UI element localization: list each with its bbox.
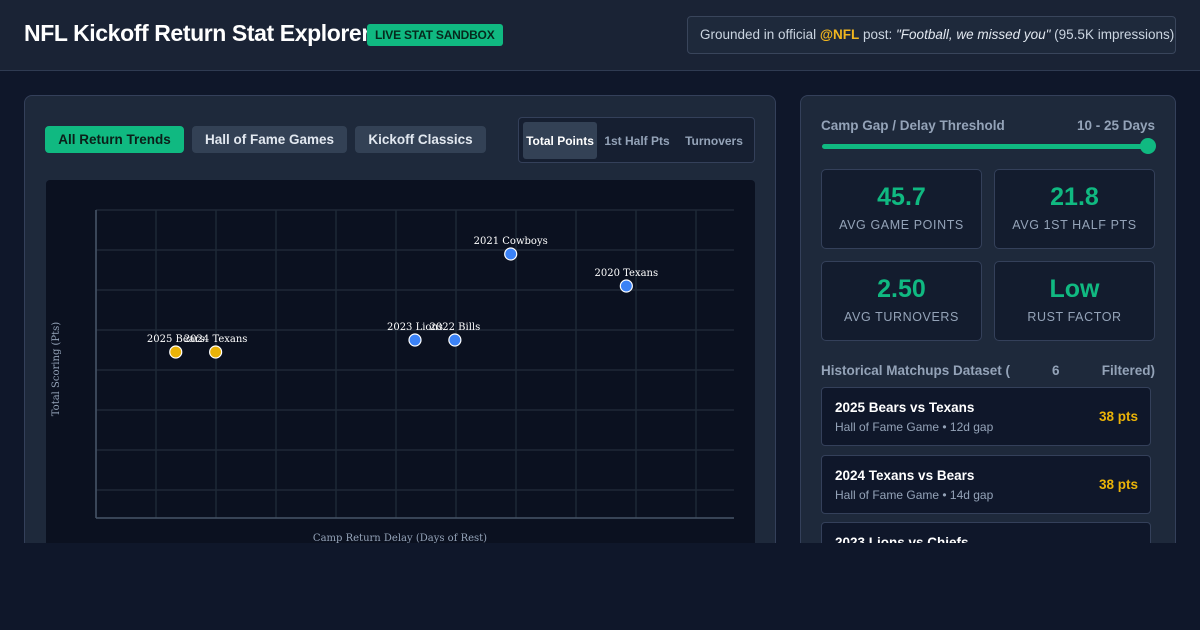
stats-panel: Camp Gap / Delay Threshold 10 - 25 Days … bbox=[800, 95, 1176, 555]
slider-label: Camp Gap / Delay Threshold bbox=[821, 118, 1005, 133]
filter-all-return-trends[interactable]: All Return Trends bbox=[45, 126, 184, 153]
nfl-handle-link[interactable]: @NFL bbox=[819, 27, 860, 42]
app-title: NFL Kickoff Return Stat Explorer bbox=[24, 20, 370, 46]
data-point-label: 2022 Bills bbox=[430, 322, 481, 333]
y-axis-label: Total Scoring (Pts) bbox=[51, 322, 62, 417]
source-impressions: (95.5K impressions) bbox=[1050, 27, 1175, 42]
scatter-chart: Camp Return Delay (Days of Rest) Total Sc… bbox=[46, 180, 755, 554]
dataset-heading: Historical Matchups Dataset ( 6 Filtered… bbox=[821, 363, 1155, 378]
filter-kickoff-classics[interactable]: Kickoff Classics bbox=[355, 126, 486, 153]
stat-label: AVG TURNOVERS bbox=[844, 310, 959, 324]
matchup-details: Hall of Fame Game • 12d gap bbox=[835, 420, 994, 434]
app-header: NFL Kickoff Return Stat Explorer LIVE ST… bbox=[0, 0, 1200, 71]
metric-total-points[interactable]: Total Points bbox=[523, 122, 597, 159]
data-point bbox=[504, 247, 518, 261]
stat-value: 21.8 bbox=[1050, 183, 1099, 211]
stat-card-rust-factor: Low RUST FACTOR bbox=[994, 261, 1155, 341]
slider-range-value: 10 - 25 Days bbox=[1076, 118, 1155, 133]
stat-label: RUST FACTOR bbox=[1027, 310, 1122, 324]
metric-toggle-group: Total Points 1st Half Pts Turnovers bbox=[518, 117, 755, 163]
matchup-row[interactable]: 2025 Bears vs Texans Hall of Fame Game •… bbox=[821, 387, 1151, 446]
page-bottom-band bbox=[0, 543, 1200, 630]
matchup-title: 2024 Texans vs Bears bbox=[835, 468, 975, 483]
data-point bbox=[209, 345, 223, 359]
metric-first-half-pts[interactable]: 1st Half Pts bbox=[604, 133, 670, 148]
stat-value: 2.50 bbox=[877, 275, 926, 303]
dataset-filtered-label: Filtered) bbox=[1101, 363, 1155, 378]
data-point bbox=[169, 345, 183, 359]
stat-value: 45.7 bbox=[877, 183, 926, 211]
stat-card-avg-turnovers: 2.50 AVG TURNOVERS bbox=[821, 261, 982, 341]
data-point-label: 2020 Texans bbox=[595, 268, 659, 279]
data-point-label: 2024 Texans bbox=[184, 334, 248, 345]
data-point bbox=[448, 333, 462, 347]
x-axis-label: Camp Return Delay (Days of Rest) bbox=[313, 533, 487, 544]
matchup-points: 38 pts bbox=[1098, 409, 1138, 424]
stat-value: Low bbox=[1049, 275, 1100, 303]
stat-card-avg-game-points: 45.7 AVG GAME POINTS bbox=[821, 169, 982, 249]
chart-panel: All Return Trends Hall of Fame Games Kic… bbox=[24, 95, 776, 555]
matchup-points: 38 pts bbox=[1098, 477, 1138, 492]
matchup-row[interactable]: 2024 Texans vs Bears Hall of Fame Game •… bbox=[821, 455, 1151, 514]
source-quote: "Football, we missed you" bbox=[896, 27, 1051, 42]
source-prefix: Grounded in official bbox=[700, 27, 820, 42]
dataset-title: Historical Matchups Dataset ( bbox=[821, 363, 1011, 378]
source-attribution: Grounded in official @NFL post: "Footbal… bbox=[687, 16, 1176, 54]
stat-card-avg-first-half-pts: 21.8 AVG 1ST HALF PTS bbox=[994, 169, 1155, 249]
filter-hall-of-fame-games[interactable]: Hall of Fame Games bbox=[192, 126, 347, 153]
delay-slider-thumb[interactable] bbox=[1140, 138, 1156, 154]
metric-turnovers[interactable]: Turnovers bbox=[685, 133, 743, 148]
delay-slider-track[interactable] bbox=[822, 144, 1148, 149]
matchup-details: Hall of Fame Game • 14d gap bbox=[835, 488, 994, 502]
stat-label: AVG GAME POINTS bbox=[839, 218, 964, 232]
data-point bbox=[408, 333, 422, 347]
data-point bbox=[619, 279, 633, 293]
data-point-label: 2025 Bears bbox=[147, 334, 205, 345]
matchup-title: 2025 Bears vs Texans bbox=[835, 400, 975, 415]
live-sandbox-badge: LIVE STAT SANDBOX bbox=[367, 24, 503, 46]
scatter-plot-svg: Camp Return Delay (Days of Rest) Total Sc… bbox=[51, 209, 734, 544]
source-middle: post: bbox=[859, 27, 897, 42]
dataset-count: 6 bbox=[1052, 363, 1060, 378]
data-point-label: 2021 Cowboys bbox=[474, 236, 548, 247]
data-point-label: 2023 Lions bbox=[387, 322, 443, 333]
stat-label: AVG 1ST HALF PTS bbox=[1012, 218, 1137, 232]
